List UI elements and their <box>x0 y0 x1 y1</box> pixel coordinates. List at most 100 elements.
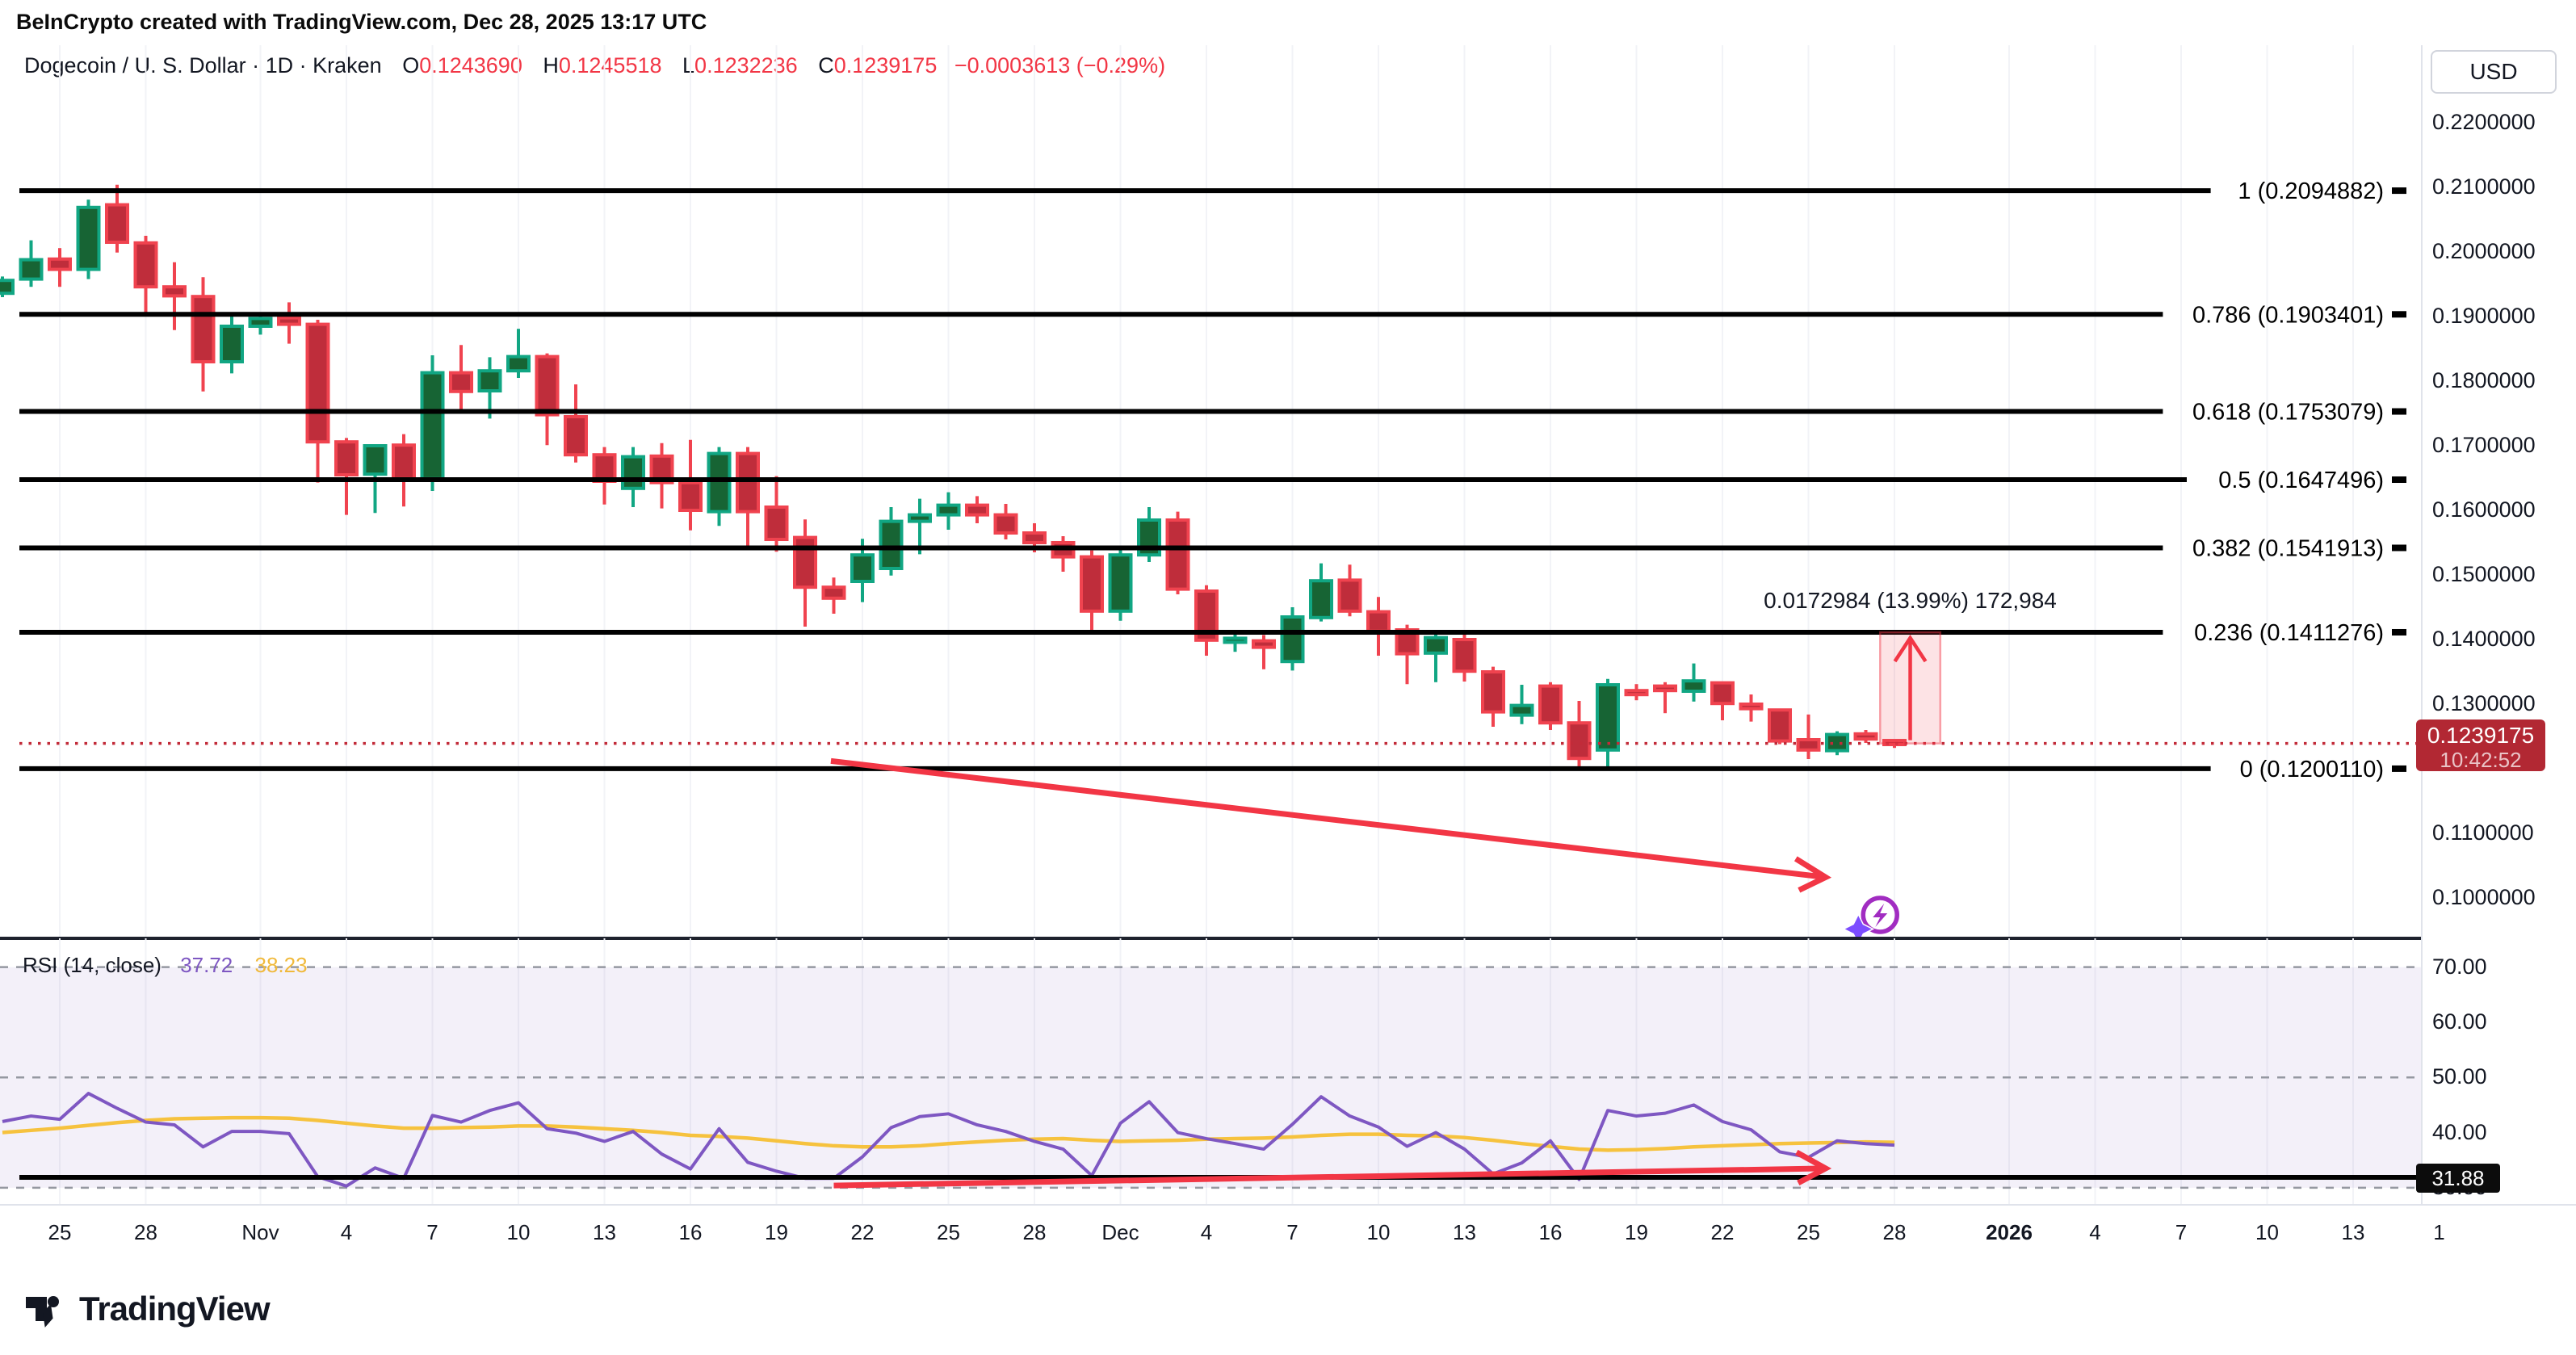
candle-body[interactable] <box>678 480 703 512</box>
time-axis-tick[interactable]: 4 <box>1200 1220 1213 1244</box>
time-axis-tick[interactable]: 7 <box>426 1220 438 1244</box>
candle-body[interactable] <box>1309 579 1333 619</box>
candle-body[interactable] <box>162 285 187 298</box>
sparkle-lightning-icon[interactable] <box>1842 896 1899 938</box>
candle-body[interactable] <box>506 354 531 373</box>
candle-body[interactable] <box>1567 721 1592 761</box>
candle-body[interactable] <box>191 295 216 364</box>
candle-body[interactable] <box>449 371 473 393</box>
candle-body[interactable] <box>879 519 904 570</box>
candle-body[interactable] <box>1596 683 1620 752</box>
candle-body[interactable] <box>1624 689 1649 697</box>
candle-body[interactable] <box>220 325 244 363</box>
time-axis-tick[interactable]: 7 <box>2175 1220 2188 1244</box>
candle-body[interactable] <box>1424 636 1448 655</box>
candle-body[interactable] <box>965 503 989 517</box>
candle-body[interactable] <box>1108 553 1133 613</box>
candle-body[interactable] <box>248 317 273 328</box>
time-axis-tick[interactable]: 25 <box>1797 1220 1820 1244</box>
time-axis-tick[interactable]: Dec <box>1101 1220 1139 1244</box>
candle-body[interactable] <box>736 451 760 514</box>
time-axis-tick[interactable]: 7 <box>1286 1220 1298 1244</box>
candle-body[interactable] <box>1768 708 1792 743</box>
candle-body[interactable] <box>1853 732 1878 741</box>
candle-body[interactable] <box>105 203 129 245</box>
candle-body[interactable] <box>363 444 388 476</box>
candle-body[interactable] <box>133 241 158 289</box>
currency-toggle-button[interactable]: USD <box>2431 50 2557 94</box>
candle-body[interactable] <box>1022 531 1047 544</box>
time-axis-tick[interactable]: 4 <box>340 1220 353 1244</box>
candle-body[interactable] <box>305 322 330 444</box>
candle-body[interactable] <box>19 258 44 281</box>
candle-body[interactable] <box>793 535 817 589</box>
time-axis-tick[interactable]: 10 <box>1366 1220 1391 1244</box>
trend-arrow-shaft[interactable] <box>830 757 1827 880</box>
rsi-pane-svg[interactable] <box>0 938 2421 1205</box>
candle-body[interactable] <box>908 513 932 523</box>
candle-body[interactable] <box>1366 610 1391 633</box>
candle-body[interactable] <box>48 257 72 271</box>
time-axis-tick[interactable]: 25 <box>937 1220 960 1244</box>
candle-body[interactable] <box>535 354 560 417</box>
time-axis-tick[interactable]: 13 <box>2341 1220 2365 1244</box>
candle-body[interactable] <box>334 440 359 477</box>
candle-body[interactable] <box>1252 639 1276 649</box>
rsi-indicator-title[interactable]: RSI (14, close) <box>23 953 162 977</box>
candle-body[interactable] <box>1710 681 1735 706</box>
symbol-title[interactable]: Dogecoin / U. S. Dollar · 1D · Kraken <box>24 53 382 78</box>
candle-body[interactable] <box>936 503 961 517</box>
rsi-legend[interactable]: RSI (14, close) 37.72 38.23 <box>23 953 308 978</box>
time-axis-tick[interactable]: 25 <box>48 1220 72 1244</box>
candle-body[interactable] <box>707 451 732 514</box>
time-axis-tick[interactable]: 28 <box>1022 1220 1047 1244</box>
time-axis-tick[interactable]: 28 <box>134 1220 157 1244</box>
time-axis-tick[interactable]: 19 <box>765 1220 788 1244</box>
brand-footer[interactable]: TradingView <box>21 1286 271 1332</box>
candle-body[interactable] <box>1280 615 1305 664</box>
candle-body[interactable] <box>1481 670 1505 714</box>
candle-body[interactable] <box>277 316 301 326</box>
candle-body[interactable] <box>1796 738 1821 752</box>
candle-body[interactable] <box>764 506 789 541</box>
candle-body[interactable] <box>621 455 645 490</box>
candle-body[interactable] <box>1825 732 1849 753</box>
price-axis[interactable]: USD 0.2200000 0.2100000 0.2000000 0.1900000… <box>2416 45 2576 1204</box>
candle-body[interactable] <box>477 369 502 393</box>
time-axis-tick[interactable]: 19 <box>1625 1220 1648 1244</box>
candle-body[interactable] <box>1538 684 1563 725</box>
time-axis-tick[interactable]: 13 <box>593 1220 616 1244</box>
candle-body[interactable] <box>1223 636 1248 644</box>
time-axis-tick[interactable]: 16 <box>1538 1220 1563 1244</box>
candle-body[interactable] <box>392 443 416 480</box>
time-axis-tick[interactable]: 1 <box>2433 1220 2445 1244</box>
price-chart-svg[interactable]: 1 (0.2094882) 0.786 (0.1903401) 0.618 (0.1… <box>0 45 2421 938</box>
candle-body[interactable] <box>564 415 588 457</box>
candle-body[interactable] <box>420 371 445 480</box>
candle-body[interactable] <box>1165 518 1190 591</box>
candle-body[interactable] <box>0 279 15 296</box>
pane-separator[interactable] <box>0 937 2576 940</box>
candle-body[interactable] <box>1739 703 1764 711</box>
time-axis-tick[interactable]: 22 <box>1710 1220 1735 1244</box>
candle-body[interactable] <box>1452 638 1477 673</box>
candle-body[interactable] <box>1080 555 1104 613</box>
candle-body[interactable] <box>993 513 1018 535</box>
candle-body[interactable] <box>821 585 846 600</box>
time-axis-tick[interactable]: 16 <box>678 1220 703 1244</box>
time-axis-tick[interactable]: 2026 <box>1986 1220 2033 1244</box>
time-axis[interactable]: 25 28 Nov 4 7 10 13 16 19 22 25 28 Dec 4 7 10 13 16 19 22 25… <box>0 1206 2576 1262</box>
candle-body[interactable] <box>850 553 875 584</box>
candle-body[interactable] <box>1681 679 1706 694</box>
candle-body[interactable] <box>76 205 101 271</box>
time-axis-tick[interactable]: 4 <box>2089 1220 2101 1244</box>
candle-body[interactable] <box>1509 703 1534 717</box>
time-axis-tick[interactable]: 13 <box>1453 1220 1476 1244</box>
time-axis-tick[interactable]: Nov <box>241 1220 279 1244</box>
symbol-info-row[interactable]: Dogecoin / U. S. Dollar · 1D · Kraken O0… <box>24 53 1165 78</box>
time-axis-tick[interactable]: 10 <box>2255 1220 2279 1244</box>
time-axis-tick[interactable]: 28 <box>1882 1220 1907 1244</box>
time-axis-tick[interactable]: 22 <box>850 1220 875 1244</box>
candle-body[interactable] <box>1337 578 1362 613</box>
candle-body[interactable] <box>1653 684 1677 693</box>
